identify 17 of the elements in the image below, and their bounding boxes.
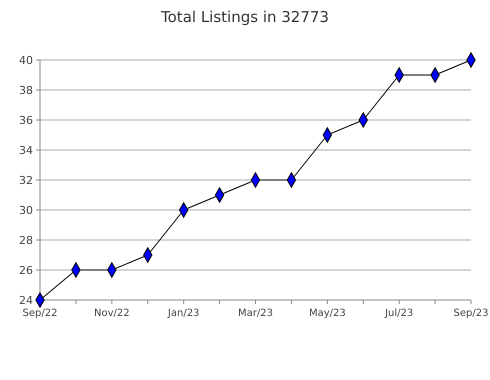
x-tick-label: Jul/23 [384,308,414,319]
chart-title: Total Listings in 32773 [160,8,329,26]
x-tick-label: Jan/23 [166,308,200,319]
y-tick-label: 34 [19,144,33,157]
y-tick-label: 36 [19,114,33,127]
x-tick-label: Sep/23 [454,308,488,319]
x-tick-label: Mar/23 [238,308,273,319]
y-tick-label: 40 [19,54,33,67]
x-tick-label: May/23 [308,308,346,319]
y-tick-label: 24 [19,294,33,307]
y-tick-label: 38 [19,84,33,97]
x-tick-label: Nov/22 [94,308,130,319]
y-tick-label: 32 [19,174,33,187]
y-tick-label: 28 [19,234,33,247]
y-tick-label: 30 [19,204,33,217]
x-tick-label: Sep/22 [22,308,58,319]
y-tick-label: 26 [19,264,33,277]
